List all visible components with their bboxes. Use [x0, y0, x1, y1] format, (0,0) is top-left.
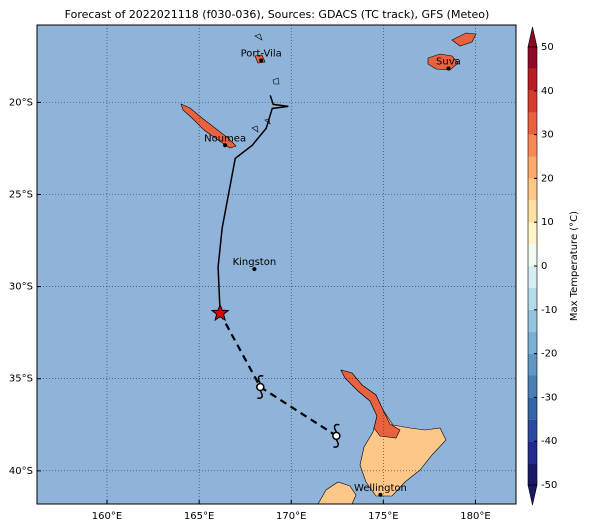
new-zealand-south-island: [317, 481, 357, 504]
city-marker: [223, 143, 228, 148]
lon-tick-label: 160°E: [92, 511, 122, 522]
current-position-star: [210, 303, 230, 322]
small-islands: [251, 33, 280, 133]
city-marker: [378, 492, 383, 497]
colorbar-tick-label: 30: [541, 130, 554, 141]
map-title: Forecast of 2022021118 (f030-036), Sourc…: [65, 8, 490, 21]
colorbar-label: Max Temperature (°C): [569, 211, 580, 321]
colorbar-band: [528, 112, 537, 135]
fiji-vanua-levu: [451, 32, 477, 47]
observed-track: [217, 95, 289, 314]
lon-tick-label: 170°E: [276, 511, 306, 522]
colorbar-tick-label: -20: [541, 349, 557, 360]
ocean: [37, 25, 516, 504]
city-label: Suva: [436, 56, 461, 67]
colorbar-tick-label: 40: [541, 86, 554, 97]
lat-tick-label: 25°S: [9, 189, 33, 200]
lat-tick-label: 30°S: [9, 282, 33, 293]
colorbar-band: [528, 266, 537, 288]
colorbar-band: [528, 287, 537, 310]
fiji-viti-levu: [427, 53, 459, 71]
lon-tick-label: 165°E: [184, 511, 214, 522]
city-marker: [252, 267, 257, 272]
colorbar-band: [528, 309, 537, 332]
city-label: Kingston: [233, 257, 277, 268]
colorbar-extend-bottom: [527, 484, 538, 506]
colorbar-band: [528, 47, 537, 69]
cyclone-symbol: [332, 423, 341, 448]
colorbar-tick-label: 10: [541, 217, 554, 228]
city-label: Port-Vila: [241, 48, 282, 59]
northland-warm-zone: [340, 369, 401, 439]
cyclone-arm: [257, 375, 264, 399]
cyclone-arm: [333, 423, 340, 448]
colorbar-band: [528, 419, 537, 442]
colorbar-band: [528, 463, 537, 485]
colorbar-band: [528, 134, 537, 157]
lat-tick-label: 40°S: [9, 466, 33, 477]
colorbar-tick-label: 0: [541, 261, 547, 272]
new-caledonia: [180, 103, 237, 149]
colorbar-tick-label: -10: [541, 305, 557, 316]
colorbar-band: [528, 68, 537, 91]
city-label: Noumea: [204, 133, 246, 144]
city-marker: [259, 58, 264, 63]
colorbar-band: [528, 441, 537, 464]
land-layer: [180, 32, 477, 504]
colorbar-band: [528, 353, 537, 376]
colorbar-tick-label: -40: [541, 436, 557, 447]
colorbar-tick-label: 50: [541, 42, 554, 53]
city-marker: [446, 66, 451, 71]
cyclone-symbol: [256, 375, 265, 399]
city-label: Wellington: [354, 483, 407, 494]
colorbar-band: [528, 90, 537, 113]
colorbar-band: [528, 397, 537, 420]
lon-tick-label: 175°E: [368, 511, 398, 522]
map-frame: [36, 24, 517, 505]
colorbar-band: [528, 200, 537, 223]
lat-tick-label: 20°S: [9, 97, 33, 108]
cyclone-eye: [256, 382, 265, 392]
colorbar-band: [528, 331, 537, 354]
lat-tick-label: 35°S: [9, 374, 33, 385]
colorbar-band: [528, 156, 537, 179]
lon-tick-label: 180°E: [460, 511, 490, 522]
colorbar-band: [528, 178, 537, 201]
colorbar-band: [528, 375, 537, 398]
colorbar-extend-top: [527, 26, 538, 48]
colorbar-tick-label: 20: [541, 173, 554, 184]
colorbar-tick-label: -30: [541, 392, 557, 403]
colorbar-tick-label: -50: [541, 480, 557, 491]
cyclone-eye: [332, 431, 341, 441]
colorbar-band: [528, 222, 537, 245]
colorbar-band: [528, 244, 537, 266]
